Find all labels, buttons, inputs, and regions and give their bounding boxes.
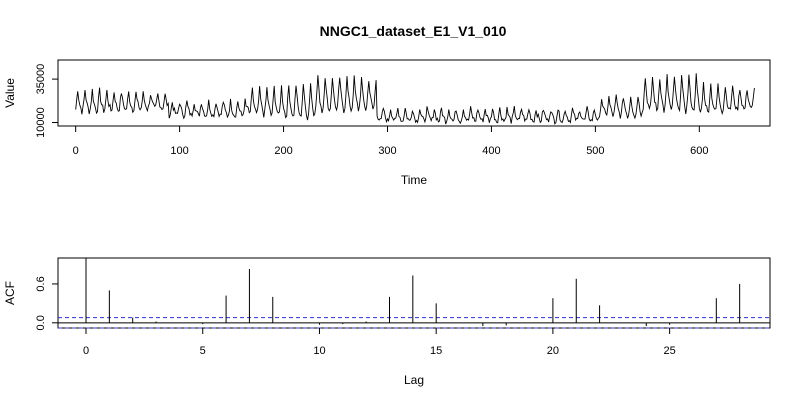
acf-panel: 0 5 10 15 20 25 0.0 0.6 Lag ACF [3,257,771,387]
timeseries-x-tick-label: 500 [586,145,604,157]
timeseries-x-tick-label: 600 [690,145,708,157]
acf-plot-frame [57,257,771,329]
acf-x-axis: 0 5 10 15 20 25 [83,328,676,357]
chart-title: NNGC1_dataset_E1_V1_010 [320,23,507,39]
acf-x-tick-label: 10 [313,345,325,357]
timeseries-plot-frame [57,59,771,127]
acf-y-axis: 0.0 0.6 [35,276,58,330]
timeseries-x-tick-label: 400 [482,145,500,157]
timeseries-y-label: Value [3,78,17,108]
acf-x-label: Lag [404,373,424,387]
timeseries-line [75,73,755,125]
acf-x-tick-label: 25 [663,345,675,357]
timeseries-x-tick-label: 0 [73,145,79,157]
acf-x-tick-label: 5 [200,345,206,357]
acf-y-label: ACF [3,281,17,305]
acf-y-tick-label: 0.0 [35,315,47,330]
acf-reference-lines [58,317,770,329]
timeseries-x-axis: 0 100 200 300 400 500 600 [73,126,708,157]
acf-x-tick-label: 15 [430,345,442,357]
timeseries-y-axis: 10000 35000 [35,64,58,138]
timeseries-panel: NNGC1_dataset_E1_V1_010 0 100 200 300 400 500… [3,23,771,187]
timeseries-x-tick-label: 100 [170,145,188,157]
timeseries-x-label: Time [401,173,428,187]
acf-y-tick-label: 0.6 [35,276,47,291]
acf-bars [85,258,741,327]
acf-x-tick-label: 0 [83,345,89,357]
acf-x-tick-label: 20 [547,345,559,357]
timeseries-x-tick-label: 200 [274,145,292,157]
timeseries-y-tick-label: 35000 [35,64,47,95]
timeseries-x-tick-label: 300 [378,145,396,157]
timeseries-y-tick-label: 10000 [35,107,47,138]
